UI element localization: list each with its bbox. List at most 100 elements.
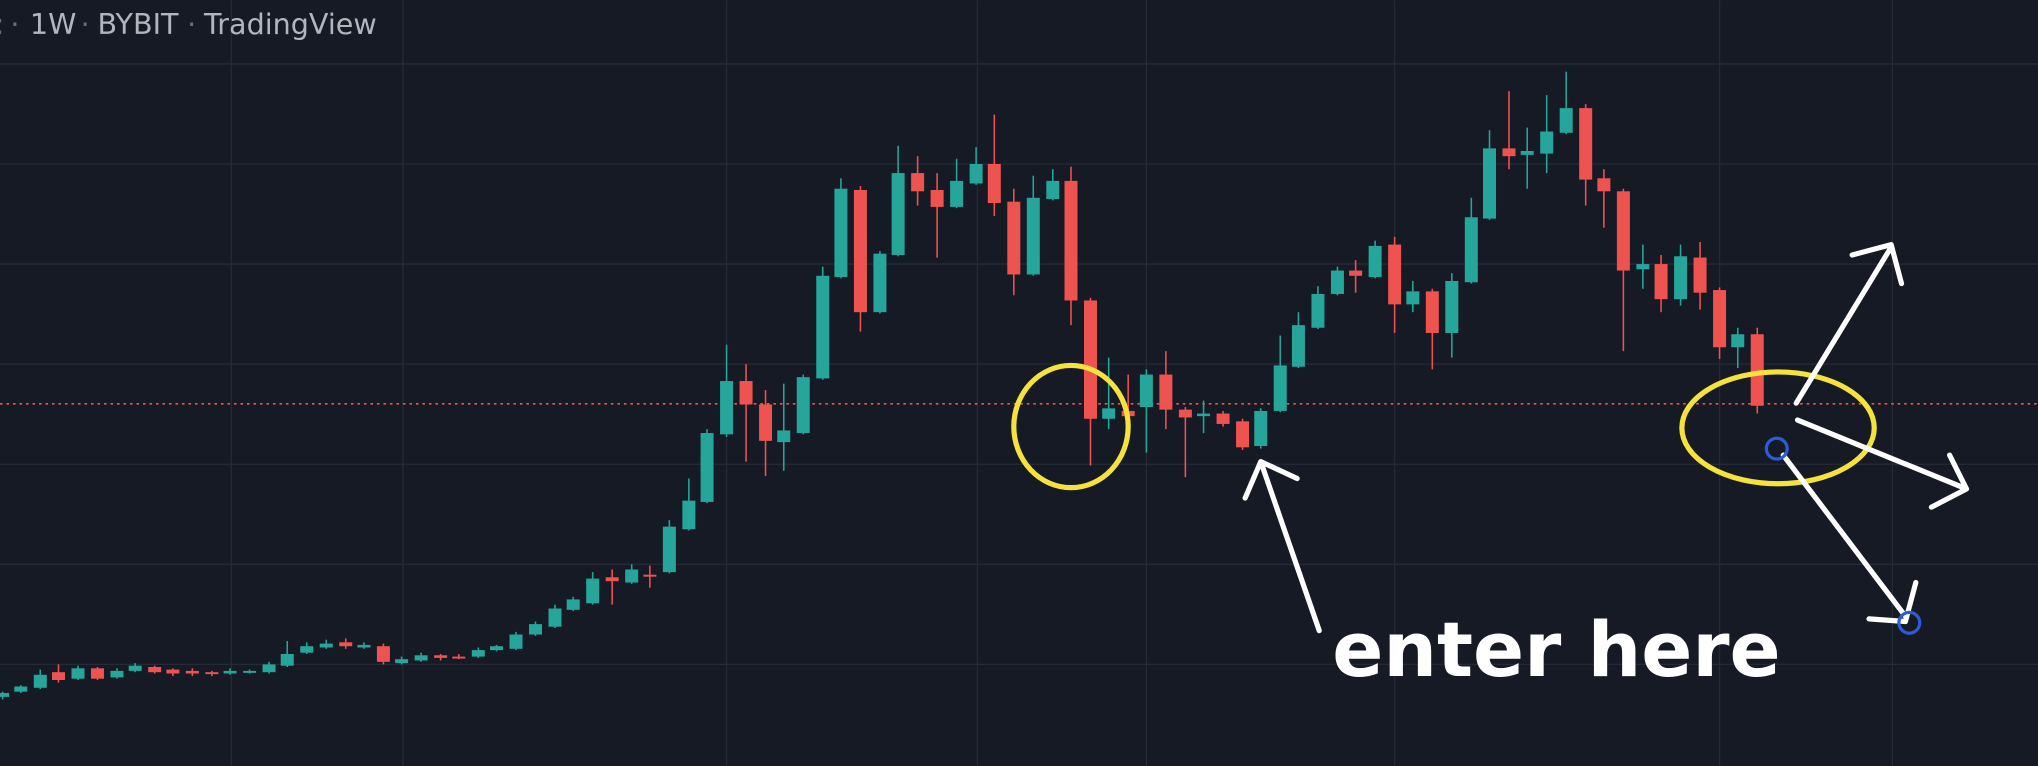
candle bbox=[1007, 188, 1021, 296]
candle-body bbox=[128, 665, 142, 671]
candle bbox=[1139, 369, 1153, 453]
candle-body bbox=[662, 526, 676, 573]
exchange: BYBIT bbox=[97, 7, 179, 41]
candle-body bbox=[891, 173, 905, 255]
candle-body bbox=[873, 253, 887, 313]
candle-body bbox=[796, 377, 810, 434]
candle bbox=[987, 114, 1001, 216]
candle-body bbox=[90, 668, 104, 679]
candle bbox=[1026, 175, 1040, 276]
candle-body bbox=[1731, 334, 1745, 348]
candle bbox=[911, 156, 925, 206]
candle bbox=[128, 663, 142, 673]
candle-body bbox=[1178, 409, 1192, 418]
candle-body bbox=[300, 646, 314, 653]
candle-body bbox=[357, 644, 371, 648]
candle bbox=[395, 656, 409, 665]
candle-body bbox=[1159, 374, 1173, 410]
candle-body bbox=[1520, 150, 1534, 155]
candle bbox=[1731, 327, 1745, 369]
candle-body bbox=[1693, 257, 1707, 293]
candle-body bbox=[930, 189, 944, 207]
candle bbox=[1693, 241, 1707, 310]
candle-body bbox=[376, 646, 390, 662]
candle bbox=[509, 631, 523, 651]
candle bbox=[548, 604, 562, 629]
candle-body bbox=[1291, 325, 1305, 367]
candle bbox=[1349, 260, 1363, 293]
candles bbox=[0, 71, 1764, 700]
candle-body bbox=[1349, 270, 1363, 276]
candle bbox=[14, 685, 28, 693]
candle-body bbox=[700, 433, 714, 502]
candle-body bbox=[110, 670, 124, 678]
candle-body bbox=[33, 674, 47, 688]
candle-body bbox=[1007, 201, 1021, 275]
candle bbox=[1178, 407, 1192, 478]
candle-body bbox=[471, 650, 485, 657]
candle-body bbox=[1540, 131, 1554, 154]
candle-body bbox=[1102, 408, 1116, 419]
candle bbox=[434, 653, 448, 661]
candle-body bbox=[1064, 180, 1078, 301]
candle-body bbox=[1046, 180, 1060, 200]
candle-body bbox=[1713, 290, 1727, 348]
candle bbox=[1254, 408, 1268, 449]
annotation-text: enter here bbox=[1332, 606, 1780, 694]
candle-body bbox=[816, 275, 830, 379]
source: TradingView bbox=[203, 7, 377, 41]
candle-body bbox=[586, 578, 600, 604]
candle bbox=[471, 647, 485, 658]
candle bbox=[414, 652, 428, 662]
candle bbox=[33, 669, 47, 690]
candle bbox=[1197, 400, 1211, 434]
candle bbox=[566, 596, 580, 612]
candle-body bbox=[739, 381, 753, 405]
candle-body bbox=[1579, 108, 1593, 180]
candle bbox=[1674, 244, 1688, 306]
candle bbox=[853, 186, 867, 332]
arrow bbox=[1794, 417, 1970, 510]
candle bbox=[1636, 244, 1650, 289]
candle bbox=[148, 665, 162, 674]
candle-body bbox=[1597, 178, 1611, 192]
candle-body bbox=[339, 642, 353, 647]
candle bbox=[71, 665, 85, 680]
candle-body bbox=[1273, 365, 1287, 411]
candle-body bbox=[0, 692, 10, 697]
candle bbox=[662, 520, 676, 574]
candle-body bbox=[1425, 291, 1439, 333]
candle bbox=[720, 344, 734, 437]
candle bbox=[950, 158, 964, 209]
candle bbox=[185, 668, 199, 677]
candle bbox=[319, 639, 333, 649]
candle-body bbox=[395, 659, 409, 664]
candle bbox=[625, 564, 639, 584]
candle bbox=[110, 668, 124, 679]
candle bbox=[1654, 254, 1668, 313]
candle-body bbox=[1502, 148, 1516, 157]
header-separator: · bbox=[81, 7, 90, 41]
candle bbox=[166, 668, 180, 677]
candle bbox=[1159, 351, 1173, 430]
candle bbox=[1330, 266, 1344, 296]
candle-body bbox=[262, 664, 276, 673]
highlight-ellipse bbox=[1679, 369, 1877, 487]
anchor-point bbox=[1897, 610, 1922, 635]
candle-body bbox=[243, 670, 257, 673]
candle-body bbox=[414, 655, 428, 661]
candle-body bbox=[1197, 413, 1211, 417]
candle bbox=[1464, 197, 1478, 284]
candle-body bbox=[51, 672, 65, 680]
anchor-point bbox=[1764, 436, 1789, 461]
candle-body bbox=[1330, 270, 1344, 294]
candle bbox=[376, 643, 390, 665]
candle-body bbox=[1406, 291, 1420, 305]
candle-body bbox=[1311, 293, 1325, 328]
candle bbox=[1291, 312, 1305, 369]
candle bbox=[490, 644, 504, 652]
candle bbox=[452, 653, 466, 660]
arrow bbox=[1780, 452, 1919, 625]
candle-body bbox=[548, 608, 562, 627]
candle bbox=[1064, 166, 1078, 326]
